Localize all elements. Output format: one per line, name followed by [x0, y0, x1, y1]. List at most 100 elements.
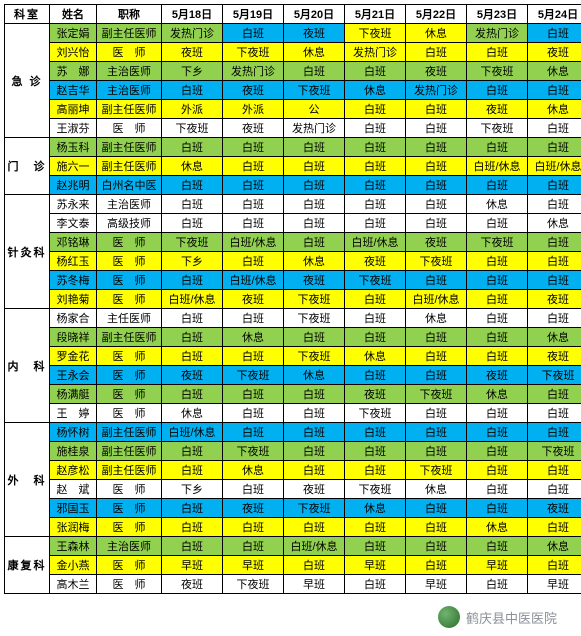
shift-cell: 白班: [162, 385, 223, 404]
name-cell: 金小燕: [50, 556, 97, 575]
table-row: 门 诊杨玉科副主任医师白班白班白班白班白班白班白班: [5, 138, 581, 157]
title-cell: 副主任医师: [97, 328, 162, 347]
table-row: 张润梅医 师白班白班白班白班白班休息白班: [5, 518, 581, 537]
header-day-5: 5月23日: [467, 5, 528, 24]
shift-cell: 发热门诊: [284, 119, 345, 138]
shift-cell: 白班: [345, 309, 406, 328]
name-cell: 段晓祥: [50, 328, 97, 347]
shift-cell: 休息: [406, 309, 467, 328]
shift-cell: 休息: [528, 537, 581, 556]
shift-cell: 白班: [162, 461, 223, 480]
table-row: 金小燕医 师早班早班白班早班白班早班白班: [5, 556, 581, 575]
shift-cell: 白班: [223, 252, 284, 271]
shift-cell: 白班/休息: [467, 157, 528, 176]
shift-cell: 白班: [528, 233, 581, 252]
shift-cell: 白班: [345, 157, 406, 176]
title-cell: 副主任医师: [97, 24, 162, 43]
title-cell: 医 师: [97, 366, 162, 385]
shift-cell: 休息: [162, 404, 223, 423]
shift-cell: 白班: [528, 252, 581, 271]
shift-cell: 白班/休息: [345, 233, 406, 252]
title-cell: 主任医师: [97, 309, 162, 328]
shift-cell: 发热门诊: [223, 62, 284, 81]
shift-cell: 白班: [162, 176, 223, 195]
shift-cell: 白班: [528, 461, 581, 480]
shift-cell: 白班: [467, 461, 528, 480]
table-row: 刘兴怡医 师夜班下夜班休息发热门诊白班白班夜班: [5, 43, 581, 62]
shift-cell: 外派: [162, 100, 223, 119]
shift-cell: 休息: [284, 43, 345, 62]
shift-cell: 白班: [406, 43, 467, 62]
shift-cell: 白班: [284, 461, 345, 480]
shift-cell: 早班: [406, 575, 467, 594]
shift-cell: 发热门诊: [162, 24, 223, 43]
shift-cell: 夜班: [345, 385, 406, 404]
shift-cell: 下乡: [162, 252, 223, 271]
title-cell: 白州名中医: [97, 176, 162, 195]
header-row: 科室 姓名 职称 5月18日 5月19日 5月20日 5月21日 5月22日 5…: [5, 5, 581, 24]
shift-cell: 发热门诊: [467, 24, 528, 43]
shift-cell: 夜班: [528, 290, 581, 309]
shift-cell: 白班: [528, 24, 581, 43]
table-row: 高丽坤副主任医师外派外派公白班白班夜班休息: [5, 100, 581, 119]
table-row: 邓铭琳医 师下夜班白班/休息白班白班/休息夜班下夜班白班: [5, 233, 581, 252]
table-row: 针灸科苏永来主治医师白班白班白班白班白班休息白班: [5, 195, 581, 214]
dept-cell: 内 科: [5, 309, 50, 423]
shift-cell: 下夜班: [284, 499, 345, 518]
shift-cell: 白班: [223, 385, 284, 404]
shift-cell: 白班: [162, 214, 223, 233]
shift-cell: 白班: [406, 499, 467, 518]
name-cell: 张定娟: [50, 24, 97, 43]
name-cell: 赵 斌: [50, 480, 97, 499]
title-cell: 医 师: [97, 499, 162, 518]
title-cell: 医 师: [97, 385, 162, 404]
shift-cell: 白班: [467, 537, 528, 556]
name-cell: 刘兴怡: [50, 43, 97, 62]
footer: 鹤庆县中医医院: [4, 594, 581, 632]
shift-cell: 下夜班: [284, 290, 345, 309]
shift-cell: 休息: [528, 214, 581, 233]
shift-cell: 白班: [345, 119, 406, 138]
shift-cell: 夜班: [162, 43, 223, 62]
name-cell: 杨满艇: [50, 385, 97, 404]
shift-cell: 早班: [284, 575, 345, 594]
shift-cell: 早班: [223, 556, 284, 575]
shift-cell: 白班: [528, 138, 581, 157]
shift-cell: 白班: [162, 271, 223, 290]
shift-cell: 下夜班: [223, 442, 284, 461]
shift-cell: 白班: [162, 347, 223, 366]
shift-cell: 下夜班: [345, 480, 406, 499]
table-row: 李文泰高级技师白班白班白班白班白班白班休息: [5, 214, 581, 233]
shift-cell: 白班: [467, 271, 528, 290]
header-day-1: 5月19日: [223, 5, 284, 24]
shift-cell: 白班: [467, 81, 528, 100]
shift-cell: 休息: [467, 385, 528, 404]
table-row: 杨红玉医 师下乡白班休息夜班下夜班白班白班: [5, 252, 581, 271]
shift-cell: 白班: [223, 214, 284, 233]
shift-cell: 白班: [406, 537, 467, 556]
title-cell: 主治医师: [97, 537, 162, 556]
name-cell: 赵兆明: [50, 176, 97, 195]
shift-cell: 休息: [223, 328, 284, 347]
name-cell: 王淑芬: [50, 119, 97, 138]
name-cell: 赵彦松: [50, 461, 97, 480]
shift-cell: 白班: [467, 290, 528, 309]
shift-cell: 白班: [406, 119, 467, 138]
title-cell: 副主任医师: [97, 138, 162, 157]
header-title: 职称: [97, 5, 162, 24]
table-row: 王永会医 师夜班下夜班休息白班白班夜班下夜班: [5, 366, 581, 385]
name-cell: 高木兰: [50, 575, 97, 594]
schedule-table: 科室 姓名 职称 5月18日 5月19日 5月20日 5月21日 5月22日 5…: [4, 4, 581, 594]
shift-cell: 休息: [223, 461, 284, 480]
name-cell: 王永会: [50, 366, 97, 385]
shift-cell: 休息: [467, 195, 528, 214]
name-cell: 王森林: [50, 537, 97, 556]
dept-cell: 急 诊: [5, 24, 50, 138]
shift-cell: 白班: [162, 328, 223, 347]
shift-cell: 白班: [528, 480, 581, 499]
shift-cell: 白班: [162, 518, 223, 537]
shift-cell: 公: [284, 100, 345, 119]
table-row: 罗金花医 师白班白班下夜班休息白班白班夜班: [5, 347, 581, 366]
name-cell: 罗金花: [50, 347, 97, 366]
shift-cell: 白班: [528, 385, 581, 404]
